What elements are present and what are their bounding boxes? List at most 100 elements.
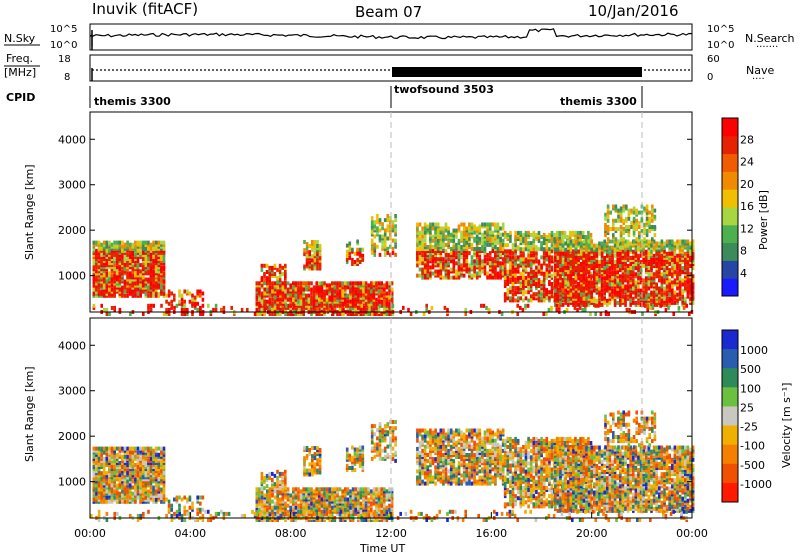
data-cell [118,461,122,465]
data-cell [97,479,101,484]
data-cell [160,303,163,308]
data-cell [136,471,140,476]
data-cell [380,293,383,298]
data-cell [180,297,184,302]
data-cell [600,264,604,268]
data-cell [639,260,643,264]
data-cell [194,303,197,308]
data-cell [377,305,381,310]
data-cell [626,288,630,293]
data-cell [108,271,111,276]
data-cell [567,270,570,275]
data-cell [92,497,96,502]
data-cell [452,255,456,260]
data-cell [577,276,580,281]
data-cell [542,249,546,254]
data-cell [574,243,578,248]
data-cell [509,257,512,262]
data-cell [522,251,525,256]
data-cell [604,216,607,221]
data-cell [444,263,448,268]
data-cell [590,274,593,279]
data-cell [545,235,549,239]
data-cell [144,259,148,263]
data-cell [470,242,474,247]
data-cell [645,208,649,213]
data-cell [658,286,661,291]
data-cell [561,280,565,285]
data-cell [577,302,580,307]
data-cell [370,293,373,298]
data-cell [671,280,674,285]
data-cell [100,303,103,308]
data-cell [313,266,317,271]
data-cell [673,243,677,248]
data-cell [468,263,471,268]
data-cell [118,240,122,245]
data-cell [619,225,623,229]
data-cell [452,263,456,268]
data-cell [593,247,596,252]
data-cell [105,273,109,278]
data-cell [503,275,507,280]
data-cell [624,260,627,264]
data-cell [684,288,687,293]
data-cell [658,255,661,260]
data-cell [121,456,124,461]
data-cell [488,255,492,260]
data-cell [606,251,609,256]
data-cell [678,270,682,275]
data-cell [460,255,463,260]
data-cell [136,291,140,296]
data-cell [603,288,606,293]
data-cell [514,263,517,268]
data-cell [678,243,682,248]
data-cell [126,283,129,288]
data-cell [423,251,427,256]
data-cell [426,255,430,260]
data-cell [482,303,486,308]
data-cell [268,265,271,270]
data-cell [118,493,122,498]
data-cell [152,246,155,251]
data-cell [535,265,538,270]
data-cell [545,245,549,250]
data-cell [299,287,303,292]
data-cell [627,231,631,236]
data-cell [123,265,127,270]
data-cell [442,232,445,237]
data-cell [131,242,135,247]
data-cell [689,278,692,283]
nave-label: Nave [746,64,774,77]
data-cell [550,288,554,293]
data-cell [126,273,129,278]
data-cell [545,253,549,258]
data-cell [165,299,168,304]
data-cell [611,239,614,244]
data-cell [260,291,264,296]
data-cell [483,251,487,256]
data-cell [457,224,461,229]
data-cell [375,297,378,302]
data-cell [529,253,533,258]
data-cell [535,294,538,299]
data-cell [113,446,116,451]
data-cell [263,272,266,276]
data-cell [632,231,636,236]
data-cell [642,251,645,256]
data-cell [121,448,124,453]
data-cell [147,277,150,282]
data-cell [212,307,215,312]
data-cell [637,288,640,293]
data-cell [632,266,635,271]
data-cell [524,241,528,246]
data-cell [358,247,362,252]
data-cell [624,294,627,299]
data-cell [113,240,116,245]
data-cell [673,278,677,283]
data-cell [486,232,489,237]
data-cell [470,265,474,270]
data-cell [651,305,655,310]
data-cell [92,454,96,459]
data-cell [516,255,520,260]
